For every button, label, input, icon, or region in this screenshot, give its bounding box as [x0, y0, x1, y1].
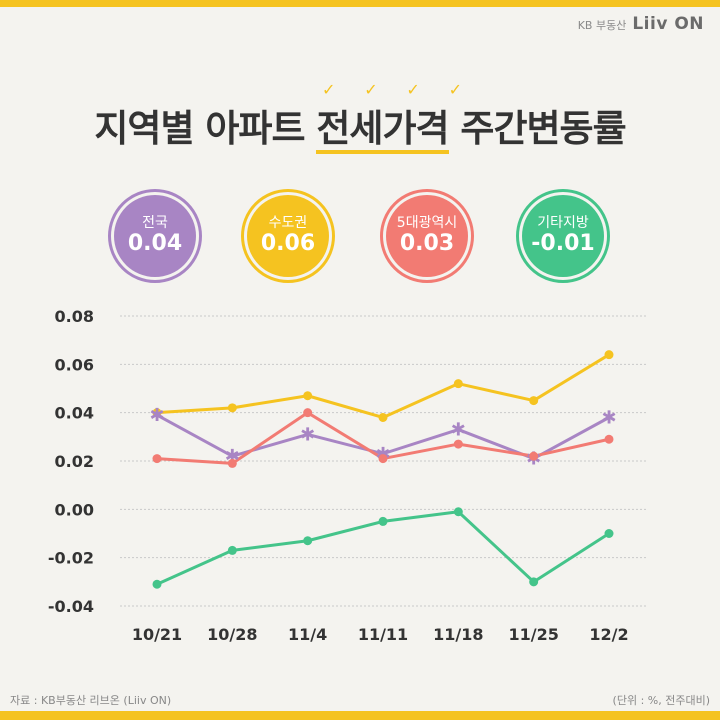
- y-tick-label: 0.04: [55, 404, 94, 423]
- data-point: [453, 507, 463, 517]
- badge-capital: 수도권 0.06: [241, 189, 335, 283]
- y-tick-label: 0.08: [55, 307, 94, 326]
- y-tick-label: -0.02: [48, 549, 94, 568]
- data-point: [227, 403, 237, 413]
- badge-capital-value: 0.06: [260, 231, 316, 256]
- data-point: ✱: [601, 408, 616, 429]
- brand-kb-text: KB 부동산: [577, 19, 627, 32]
- bottom-accent-bar: [0, 711, 720, 720]
- data-point: [604, 434, 614, 444]
- data-point: [227, 545, 237, 555]
- data-point: ✱: [149, 405, 164, 426]
- check-icon: ✓: [364, 80, 378, 99]
- badge-other-fill: 기타지방 -0.01: [522, 195, 604, 277]
- badge-metro: 5대광역시 0.03: [380, 189, 474, 283]
- badge-metro-value: 0.03: [399, 231, 455, 256]
- data-point: [453, 439, 463, 449]
- y-axis-labels: 0.08 0.06 0.04 0.02 0.00 -0.02 -0.04: [48, 307, 94, 616]
- data-point: [529, 577, 539, 587]
- y-tick-label: 0.06: [55, 355, 94, 374]
- x-tick-label: 12/2: [589, 625, 628, 644]
- brand-logo: KB 부동산 Liiv ON: [578, 14, 704, 34]
- badge-other-value: -0.01: [531, 231, 595, 256]
- badge-other-name: 기타지방: [537, 215, 589, 231]
- data-point: [303, 536, 313, 546]
- data-point: [303, 408, 313, 418]
- badge-metro-name: 5대광역시: [396, 215, 458, 231]
- x-tick-label: 11/4: [288, 625, 327, 644]
- badge-national: 전국 0.04: [108, 189, 202, 283]
- data-point: [152, 454, 162, 464]
- check-icon: ✓: [406, 80, 420, 99]
- x-tick-label: 10/28: [207, 625, 257, 644]
- badge-national-value: 0.04: [127, 231, 183, 256]
- data-point: [604, 529, 614, 538]
- brand-liiv-text: Liiv ON: [632, 14, 704, 34]
- data-point: ✱: [451, 420, 466, 441]
- badge-national-name: 전국: [142, 215, 168, 231]
- unit-note: (단위 : %, 전주대비): [612, 694, 710, 707]
- data-point: [529, 396, 539, 406]
- x-axis-labels: 10/21 10/28 11/4 11/11 11/18 11/25 12/2: [132, 625, 629, 644]
- top-accent-bar: [0, 0, 720, 7]
- badge-national-fill: 전국 0.04: [114, 195, 196, 277]
- y-tick-label: -0.04: [48, 597, 94, 616]
- badge-metro-fill: 5대광역시 0.03: [386, 195, 468, 277]
- x-tick-label: 11/11: [358, 625, 408, 644]
- check-icon: ✓: [448, 80, 462, 99]
- checkmark-decoration: ✓ ✓ ✓ ✓: [322, 80, 462, 99]
- data-point: ✱: [300, 424, 315, 445]
- data-point: [378, 454, 388, 464]
- data-point: [152, 579, 162, 589]
- data-point: [303, 391, 313, 401]
- data-point: [604, 350, 614, 360]
- data-point: [529, 451, 539, 461]
- badge-capital-name: 수도권: [268, 215, 308, 231]
- check-icon: ✓: [322, 80, 336, 99]
- title-highlight: 전세가격: [316, 98, 450, 154]
- data-point: [378, 413, 388, 422]
- series-markers: ✱✱✱✱✱✱✱: [149, 350, 617, 589]
- badge-other: 기타지방 -0.01: [516, 189, 610, 283]
- x-tick-label: 10/21: [132, 625, 182, 644]
- badge-capital-fill: 수도권 0.06: [247, 195, 329, 277]
- source-note: 자료 : KB부동산 리브온 (Liiv ON): [10, 694, 172, 707]
- y-tick-label: 0.02: [55, 452, 94, 471]
- data-point: [227, 458, 237, 468]
- x-tick-label: 11/18: [433, 625, 483, 644]
- data-point: [378, 516, 388, 526]
- y-tick-label: 0.00: [55, 500, 94, 519]
- line-chart: 0.080.060.040.020.00-0.02-0.04 10/21 10/2…: [48, 307, 648, 644]
- page-title: 지역별 아파트 전세가격 주간변동률: [0, 98, 720, 154]
- title-before: 지역별 아파트: [94, 107, 317, 150]
- data-point: [152, 408, 162, 418]
- x-tick-label: 11/25: [508, 625, 558, 644]
- data-point: [453, 379, 463, 389]
- title-after: 주간변동률: [448, 107, 626, 150]
